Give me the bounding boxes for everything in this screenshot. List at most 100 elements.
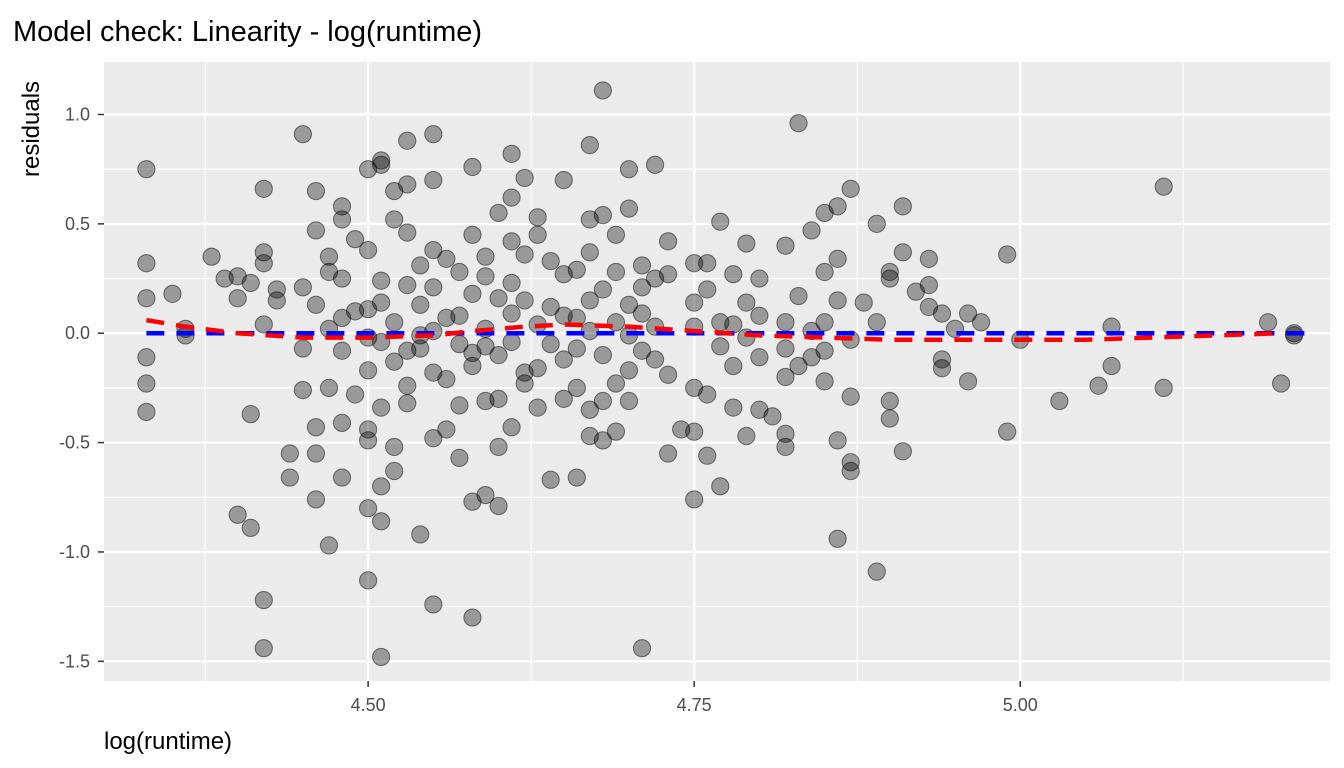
data-point bbox=[867, 214, 886, 233]
data-point bbox=[450, 306, 469, 325]
data-point bbox=[267, 280, 286, 299]
data-point bbox=[580, 136, 599, 155]
data-point bbox=[698, 280, 717, 299]
data-point bbox=[502, 304, 521, 323]
data-point bbox=[554, 171, 573, 190]
data-point bbox=[815, 341, 834, 360]
data-point bbox=[554, 350, 573, 369]
data-point bbox=[724, 356, 743, 376]
data-point bbox=[632, 256, 652, 275]
data-point bbox=[606, 313, 626, 332]
data-point bbox=[306, 295, 326, 314]
data-point bbox=[711, 212, 730, 231]
data-point bbox=[372, 647, 391, 667]
data-point bbox=[489, 437, 508, 457]
data-point bbox=[541, 470, 560, 489]
data-point bbox=[567, 339, 586, 358]
data-point bbox=[502, 273, 521, 293]
data-point bbox=[319, 536, 339, 555]
data-point bbox=[828, 249, 847, 268]
data-point bbox=[711, 477, 730, 496]
data-point bbox=[528, 208, 547, 227]
data-point bbox=[476, 267, 495, 286]
data-point bbox=[893, 197, 912, 216]
data-point bbox=[437, 420, 456, 439]
data-point bbox=[528, 359, 547, 378]
data-point bbox=[893, 243, 912, 262]
data-point bbox=[815, 262, 834, 282]
data-point bbox=[424, 125, 443, 144]
data-point bbox=[306, 490, 326, 509]
data-point bbox=[163, 284, 182, 303]
axis-ticks bbox=[98, 113, 1021, 687]
data-point bbox=[489, 496, 508, 516]
data-point bbox=[932, 359, 952, 378]
data-point bbox=[267, 291, 286, 310]
data-point bbox=[424, 278, 443, 297]
data-point bbox=[919, 249, 939, 268]
data-point bbox=[619, 391, 639, 411]
data-point bbox=[372, 151, 391, 170]
data-point bbox=[450, 262, 469, 282]
data-point bbox=[332, 413, 352, 433]
data-point bbox=[463, 284, 482, 303]
data-point bbox=[606, 262, 626, 282]
data-point bbox=[502, 144, 521, 163]
data-point bbox=[411, 256, 430, 275]
data-point bbox=[724, 398, 743, 417]
data-point bbox=[789, 286, 808, 306]
data-point bbox=[541, 297, 560, 317]
data-point bbox=[645, 350, 665, 369]
data-point bbox=[254, 243, 273, 262]
data-point bbox=[958, 304, 978, 323]
data-point bbox=[450, 396, 469, 415]
data-point bbox=[1102, 356, 1121, 376]
data-point bbox=[658, 265, 678, 284]
grid-lines bbox=[104, 62, 1330, 681]
data-point bbox=[893, 442, 912, 461]
data-point bbox=[998, 422, 1017, 441]
data-point bbox=[867, 313, 886, 332]
data-point bbox=[1154, 177, 1173, 196]
data-point bbox=[489, 389, 508, 408]
data-point bbox=[463, 157, 482, 177]
data-point bbox=[880, 409, 899, 428]
data-point bbox=[372, 293, 391, 312]
data-point bbox=[332, 341, 352, 360]
data-point bbox=[463, 225, 482, 244]
data-point bbox=[867, 562, 886, 581]
data-point bbox=[880, 269, 899, 288]
data-point bbox=[137, 348, 156, 367]
data-point bbox=[398, 376, 417, 395]
data-point bbox=[567, 468, 586, 487]
data-point bbox=[567, 378, 586, 398]
data-point bbox=[737, 426, 756, 446]
data-point bbox=[280, 468, 299, 487]
data-point bbox=[306, 444, 326, 463]
data-point bbox=[476, 247, 495, 266]
data-point bbox=[776, 437, 795, 457]
x-axis-title: log(runtime) bbox=[104, 728, 232, 755]
data-point bbox=[372, 512, 391, 531]
data-point bbox=[424, 595, 443, 614]
data-point bbox=[528, 225, 547, 244]
data-point bbox=[293, 339, 312, 358]
data-point bbox=[658, 365, 678, 384]
data-point bbox=[776, 367, 795, 387]
data-point bbox=[476, 485, 495, 505]
data-point bbox=[502, 418, 521, 437]
y-tick-label: -1.5 bbox=[59, 651, 90, 671]
y-tick-label: -0.5 bbox=[59, 433, 90, 453]
data-point bbox=[228, 505, 247, 524]
data-point bbox=[306, 221, 326, 240]
data-point bbox=[606, 422, 626, 441]
data-point bbox=[254, 639, 273, 658]
data-point bbox=[254, 179, 273, 198]
data-point bbox=[306, 181, 326, 201]
data-point bbox=[254, 254, 273, 273]
data-point bbox=[319, 378, 339, 398]
data-point bbox=[619, 160, 639, 179]
data-point bbox=[319, 247, 339, 266]
data-point bbox=[463, 356, 482, 376]
data-point bbox=[463, 608, 482, 627]
